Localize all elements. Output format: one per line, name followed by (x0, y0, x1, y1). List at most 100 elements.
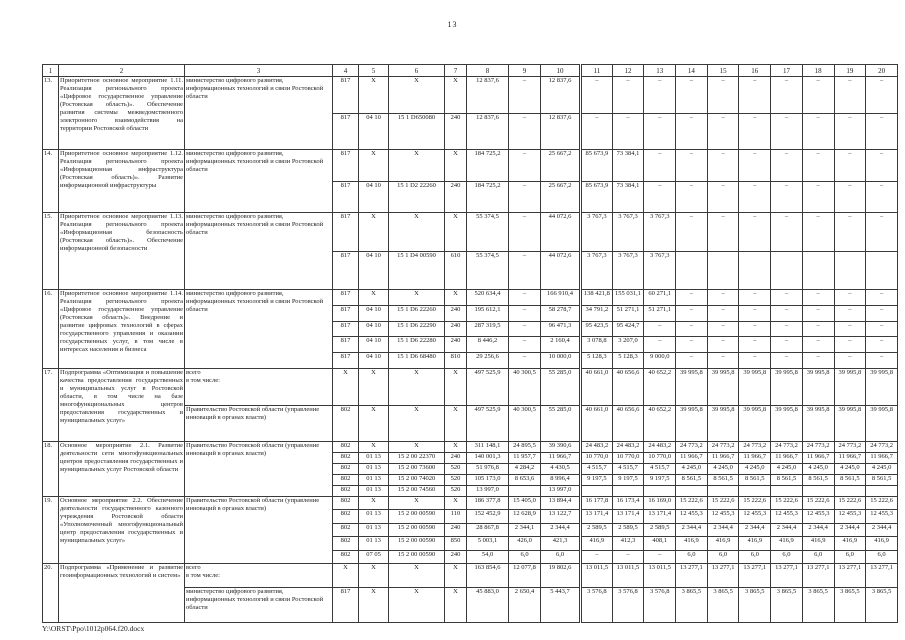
value-cell: 817 (332, 250, 359, 290)
value-cell: – (865, 212, 898, 252)
value-cell: – (675, 289, 708, 306)
value-cell: 5 128,3 (579, 352, 613, 369)
value-cell: 01 13 (358, 536, 389, 551)
value-cell: 3 207,0 (611, 336, 645, 354)
column-number-19: 19 (833, 64, 867, 77)
value-cell: 04 10 (358, 304, 389, 322)
value-cell: 497 525,9 (466, 404, 509, 442)
budget-continuation-table: 1 2 3 4 5 6 7 8 9 10 11 12 13 14 15 16 17 18 19 20 13. Приор… (42, 64, 898, 624)
value-cell: 817 (332, 352, 359, 369)
value-cell: – (706, 180, 740, 213)
value-cell: X (358, 441, 389, 453)
value-cell: X (358, 404, 389, 442)
value-cell: 13 277,1 (706, 563, 740, 588)
value-cell: 12 455,3 (738, 509, 772, 524)
value-cell: 24 483,2 (611, 441, 645, 453)
value-cell: 2 344,1 (508, 522, 541, 538)
value-cell: 12 628,9 (508, 509, 541, 524)
value-cell: – (706, 212, 740, 252)
value-cell: X (358, 212, 389, 252)
value-cell: 13 011,5 (611, 563, 645, 588)
value-cell: 2 160,4 (540, 336, 581, 354)
value-cell: – (706, 149, 740, 182)
value-cell: 4 515,7 (611, 463, 645, 475)
value-cell: 8 653,6 (508, 474, 541, 486)
value-cell: 12 455,3 (833, 509, 867, 524)
value-cell: 408,1 (643, 536, 677, 551)
column-number-14: 14 (675, 64, 708, 77)
value-cell (770, 485, 803, 497)
value-cell: – (579, 549, 613, 565)
value-cell: – (675, 149, 708, 182)
value-cell: 85 673,9 (579, 149, 613, 182)
value-cell: 19 802,6 (540, 563, 581, 588)
column-number-13: 13 (643, 64, 677, 77)
value-cell (643, 485, 677, 497)
value-cell: X (358, 586, 389, 624)
value-cell: – (801, 149, 835, 182)
value-cell: 11 966,7 (706, 452, 740, 464)
value-cell: – (738, 289, 772, 306)
value-cell: 10 770,0 (579, 452, 613, 464)
value-cell: 39 995,8 (706, 368, 740, 406)
value-cell: 817 (332, 180, 359, 213)
value-cell: 3 767,3 (643, 212, 677, 252)
value-cell: 15 2 00 22370 (388, 452, 445, 464)
value-cell: X (444, 289, 467, 306)
value-cell: – (865, 352, 898, 369)
value-cell: X (388, 586, 445, 624)
value-cell: 520 (444, 485, 467, 497)
value-cell: X (388, 212, 445, 252)
value-cell: – (833, 289, 867, 306)
value-cell: 802 (332, 463, 359, 475)
value-cell (770, 250, 803, 290)
value-cell: 11 966,7 (801, 452, 835, 464)
value-cell: 13 997,0 (466, 485, 509, 497)
value-cell: – (801, 76, 835, 114)
value-cell: 39 995,8 (738, 368, 772, 406)
value-cell: – (865, 76, 898, 114)
value-cell: 6,0 (738, 549, 772, 565)
value-cell: – (508, 212, 541, 252)
value-cell: 15 1 D6 22290 (388, 320, 445, 338)
value-cell: – (643, 336, 677, 354)
value-cell: 16 169,0 (643, 495, 677, 511)
value-cell: 2 344,4 (833, 522, 867, 538)
value-cell: 95 423,5 (579, 320, 613, 338)
value-cell: 24 773,2 (770, 441, 803, 453)
value-cell: – (833, 180, 867, 213)
value-cell: 40 300,5 (508, 404, 541, 442)
value-cell: – (611, 76, 645, 114)
value-cell: 105 173,0 (466, 474, 509, 486)
row-number: 18. (42, 441, 59, 497)
value-cell: 416,9 (770, 536, 803, 551)
value-cell: 802 (332, 441, 359, 453)
value-cell: 11 966,7 (833, 452, 867, 464)
value-cell: X (332, 563, 359, 588)
value-cell: – (508, 180, 541, 213)
value-cell: 3 767,3 (643, 250, 677, 290)
value-cell: 5 003,1 (466, 536, 509, 551)
value-cell: 15 222,6 (706, 495, 740, 511)
value-cell: 24 895,5 (508, 441, 541, 453)
value-cell: 12 837,6 (540, 112, 581, 150)
value-cell: 51 976,8 (466, 463, 509, 475)
value-cell: 39 995,8 (801, 368, 835, 406)
executor-name: Правительство Ростовской области (управл… (184, 441, 333, 497)
executor-name: министерство цифрового развития, информа… (184, 586, 333, 624)
value-cell: 55 374,5 (466, 250, 509, 290)
value-cell: 2 344,4 (770, 522, 803, 538)
value-cell: 140 001,3 (466, 452, 509, 464)
value-cell (865, 485, 898, 497)
value-cell: – (643, 549, 677, 565)
value-cell: 39 995,8 (801, 404, 835, 442)
value-cell: 184 725,2 (466, 180, 509, 213)
activity-name: Основное мероприятие 2.2. Обеспечение де… (58, 496, 185, 564)
value-cell: X (444, 586, 467, 624)
value-cell: 13 011,5 (643, 563, 677, 588)
value-cell: 817 (332, 586, 359, 624)
value-cell: 497 525,9 (466, 368, 509, 406)
row-number: 15. (42, 212, 59, 290)
value-cell: – (643, 112, 677, 150)
